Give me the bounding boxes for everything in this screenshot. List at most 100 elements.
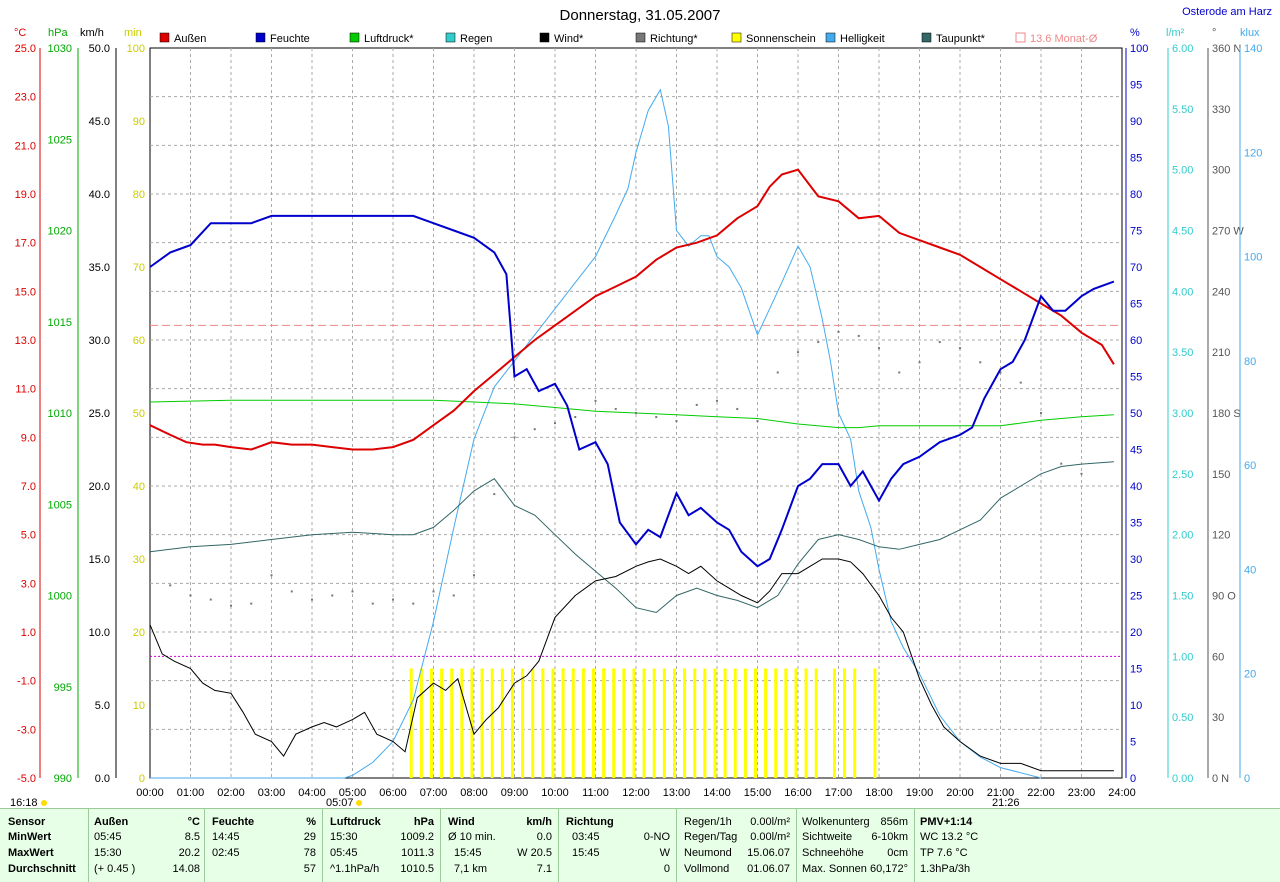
y-tick-lux: 20 xyxy=(1244,669,1256,681)
y-tick-sun: 20 xyxy=(133,627,145,639)
y-tick-direction: 90 O xyxy=(1212,591,1236,603)
x-tick-label: 22:00 xyxy=(1027,787,1055,799)
y-tick-temp: -5.0 xyxy=(17,773,36,785)
y-tick-sun: 80 xyxy=(133,189,145,201)
y-tick-temp: 17.0 xyxy=(15,238,36,250)
x-tick-label: 24:00 xyxy=(1108,787,1136,799)
direction-point xyxy=(473,574,475,577)
location-label: Osterode am Harz xyxy=(1182,6,1272,18)
footer-richtung-max-val: W xyxy=(659,847,670,859)
direction-point xyxy=(979,361,982,364)
direction-point xyxy=(594,399,597,402)
footer-aussen: Außen °C 05:45 8.5 15:30 20.2 (+ 0.45 ) 14.0… xyxy=(94,809,202,882)
footer-luftdruck-unit: hPa xyxy=(413,816,434,828)
direction-point xyxy=(554,422,556,425)
x-tick-label: 09:00 xyxy=(501,787,529,799)
x-tick-label: 11:00 xyxy=(582,787,609,799)
legend-label-dew: Taupunkt* xyxy=(936,33,986,45)
y-tick-humidity: 75 xyxy=(1130,226,1142,238)
unit-pressure: hPa xyxy=(48,27,68,39)
footer-luftdruck-max-val: 1011.3 xyxy=(401,847,434,859)
y-tick-lux: 0 xyxy=(1244,773,1250,785)
direction-point xyxy=(655,416,658,419)
footer-wind-unit: km/h xyxy=(526,816,552,828)
footer-aussen-min-val: 8.5 xyxy=(184,831,200,843)
footer-richtung: Richtung 03:45 0-NO 15:45 W 0 xyxy=(566,809,672,882)
series-line-wind xyxy=(149,558,1114,772)
series-line-dew xyxy=(149,461,1114,614)
legend-swatch-dew xyxy=(921,32,932,43)
y-tick-direction: 270 W xyxy=(1212,226,1244,238)
y-tick-lux: 140 xyxy=(1244,43,1262,55)
stats-footer: Sensor MinWert MaxWert Durchschnitt Auße… xyxy=(0,808,1280,882)
legend-label-direction: Richtung* xyxy=(650,33,698,45)
legend-swatch-lux xyxy=(825,32,836,43)
direction-point xyxy=(756,420,759,423)
y-tick-wind: 35.0 xyxy=(89,262,110,274)
y-tick-temp: 21.0 xyxy=(15,140,36,152)
legend-swatch-wind xyxy=(539,32,550,43)
y-tick-humidity: 15 xyxy=(1130,664,1142,676)
direction-point xyxy=(635,412,637,414)
unit-lux: klux xyxy=(1240,27,1260,39)
direction-point xyxy=(513,436,516,439)
series-line-humidity xyxy=(149,214,1115,568)
legend-label-wind: Wind* xyxy=(554,33,584,45)
direction-point xyxy=(837,330,840,333)
x-tick-label: 02:00 xyxy=(217,787,245,799)
footer-richtung-min-time: 03:45 xyxy=(572,831,600,843)
y-tick-humidity: 55 xyxy=(1130,372,1142,384)
footer-vollmond-label: Vollmond xyxy=(684,863,730,875)
y-tick-lux: 40 xyxy=(1244,564,1256,576)
y-tick-wind: 5.0 xyxy=(95,700,110,712)
legend-swatch-rain xyxy=(445,32,456,43)
legend-label-humidity: Feuchte xyxy=(270,33,310,45)
y-tick-humidity: 25 xyxy=(1130,591,1142,603)
footer-regen: Regen/1h 0.00l/m² Regen/Tag 0.00l/m² Neumo… xyxy=(684,809,792,882)
y-tick-humidity: 60 xyxy=(1130,335,1142,347)
footer-regen-day-val: 0.00l/m² xyxy=(750,831,790,843)
footer-sicht-label: Sichtweite xyxy=(802,831,853,843)
footer-feuchte: Feuchte% 14:45 29 02:45 78 57 xyxy=(212,809,318,882)
direction-point xyxy=(432,590,435,593)
y-tick-direction: 210 xyxy=(1212,347,1230,359)
footer-regen-1h-val: 0.00l/m² xyxy=(750,816,790,828)
y-tick-wind: 20.0 xyxy=(89,481,110,493)
legend-swatch-sun xyxy=(731,32,742,43)
series-line-pressure xyxy=(149,399,1114,429)
x-tick-label: 16:00 xyxy=(784,787,812,799)
footer-feuchte-min-time: 14:45 xyxy=(212,831,240,843)
footer-regen-day-label: Regen/Tag xyxy=(684,831,738,843)
y-tick-sun: 50 xyxy=(133,408,145,420)
sun-duration-dot xyxy=(41,800,47,806)
y-tick-humidity: 95 xyxy=(1130,80,1142,92)
y-tick-humidity: 50 xyxy=(1130,408,1142,420)
legend-swatch-pressure xyxy=(349,32,360,43)
y-tick-rain: 3.00 xyxy=(1172,408,1193,420)
y-tick-direction: 0 N xyxy=(1212,773,1229,785)
direction-point xyxy=(695,403,698,406)
direction-point xyxy=(290,590,293,593)
y-tick-humidity: 0 xyxy=(1130,773,1136,785)
x-tick-label: 18:00 xyxy=(865,787,893,799)
footer-feuchte-max-time: 02:45 xyxy=(212,847,240,859)
y-tick-direction: 120 xyxy=(1212,530,1230,542)
direction-point xyxy=(959,347,961,350)
footer-schnee-label: Schneehöhe xyxy=(802,847,864,859)
legend-swatch-humidity xyxy=(255,32,266,43)
footer-richtung-label: Richtung xyxy=(566,816,614,828)
footer-vollmond-val: 01.06.07 xyxy=(747,863,790,875)
y-tick-sun: 100 xyxy=(127,43,145,55)
x-tick-label: 01:00 xyxy=(177,787,205,799)
direction-point xyxy=(1080,472,1083,475)
y-tick-direction: 330 xyxy=(1212,104,1230,116)
y-tick-rain: 2.50 xyxy=(1172,469,1193,481)
series-line-temp xyxy=(149,168,1115,451)
direction-point xyxy=(574,416,577,419)
unit-rain: l/m² xyxy=(1166,27,1185,39)
series-line-lux xyxy=(150,88,1042,779)
sun-duration-label: 16:18 xyxy=(10,797,38,808)
x-tick-label: 21:00 xyxy=(987,787,1015,799)
y-tick-wind: 10.0 xyxy=(89,627,110,639)
y-tick-humidity: 90 xyxy=(1130,116,1142,128)
